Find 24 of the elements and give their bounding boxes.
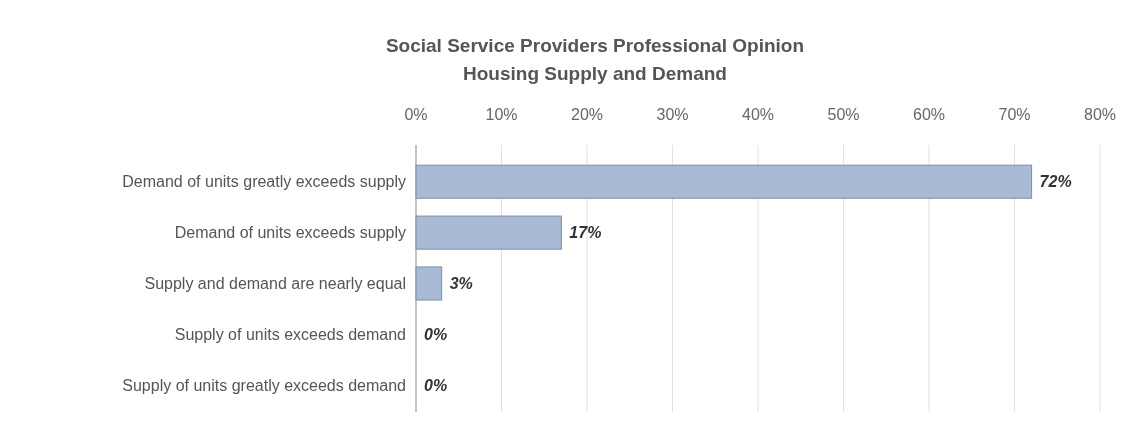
x-tick-label: 10% bbox=[485, 106, 518, 123]
chart-title: Social Service Providers Professional Opinion bbox=[385, 35, 805, 56]
x-tick-label: 70% bbox=[998, 106, 1031, 123]
y-tick-label: Supply of units exceeds demand bbox=[174, 325, 406, 343]
data-label: 17% bbox=[569, 224, 602, 242]
data-label: 3% bbox=[449, 275, 473, 293]
y-tick-label: Demand of units exceeds supply bbox=[174, 224, 406, 242]
x-tick-label: 0% bbox=[404, 106, 428, 123]
y-tick-label: Demand of units greatly exceeds supply bbox=[122, 173, 406, 191]
data-label: 72% bbox=[1039, 173, 1072, 191]
chart-subtitle: Housing Supply and Demand bbox=[463, 63, 727, 84]
x-tick-label: 80% bbox=[1083, 106, 1117, 123]
y-tick-label: Supply and demand are nearly equal bbox=[144, 275, 406, 293]
bar bbox=[415, 266, 443, 301]
x-tick-label: 50% bbox=[827, 106, 860, 123]
bar bbox=[415, 164, 1033, 199]
data-label: 0% bbox=[424, 376, 448, 394]
data-label: 0% bbox=[424, 325, 448, 343]
x-tick-label: 30% bbox=[656, 106, 689, 123]
x-tick-label: 20% bbox=[570, 106, 604, 123]
x-tick-label: 60% bbox=[912, 106, 946, 123]
x-tick-label: 40% bbox=[741, 106, 775, 123]
bar bbox=[415, 215, 562, 250]
y-tick-label: Supply of units greatly exceeds demand bbox=[122, 376, 406, 394]
